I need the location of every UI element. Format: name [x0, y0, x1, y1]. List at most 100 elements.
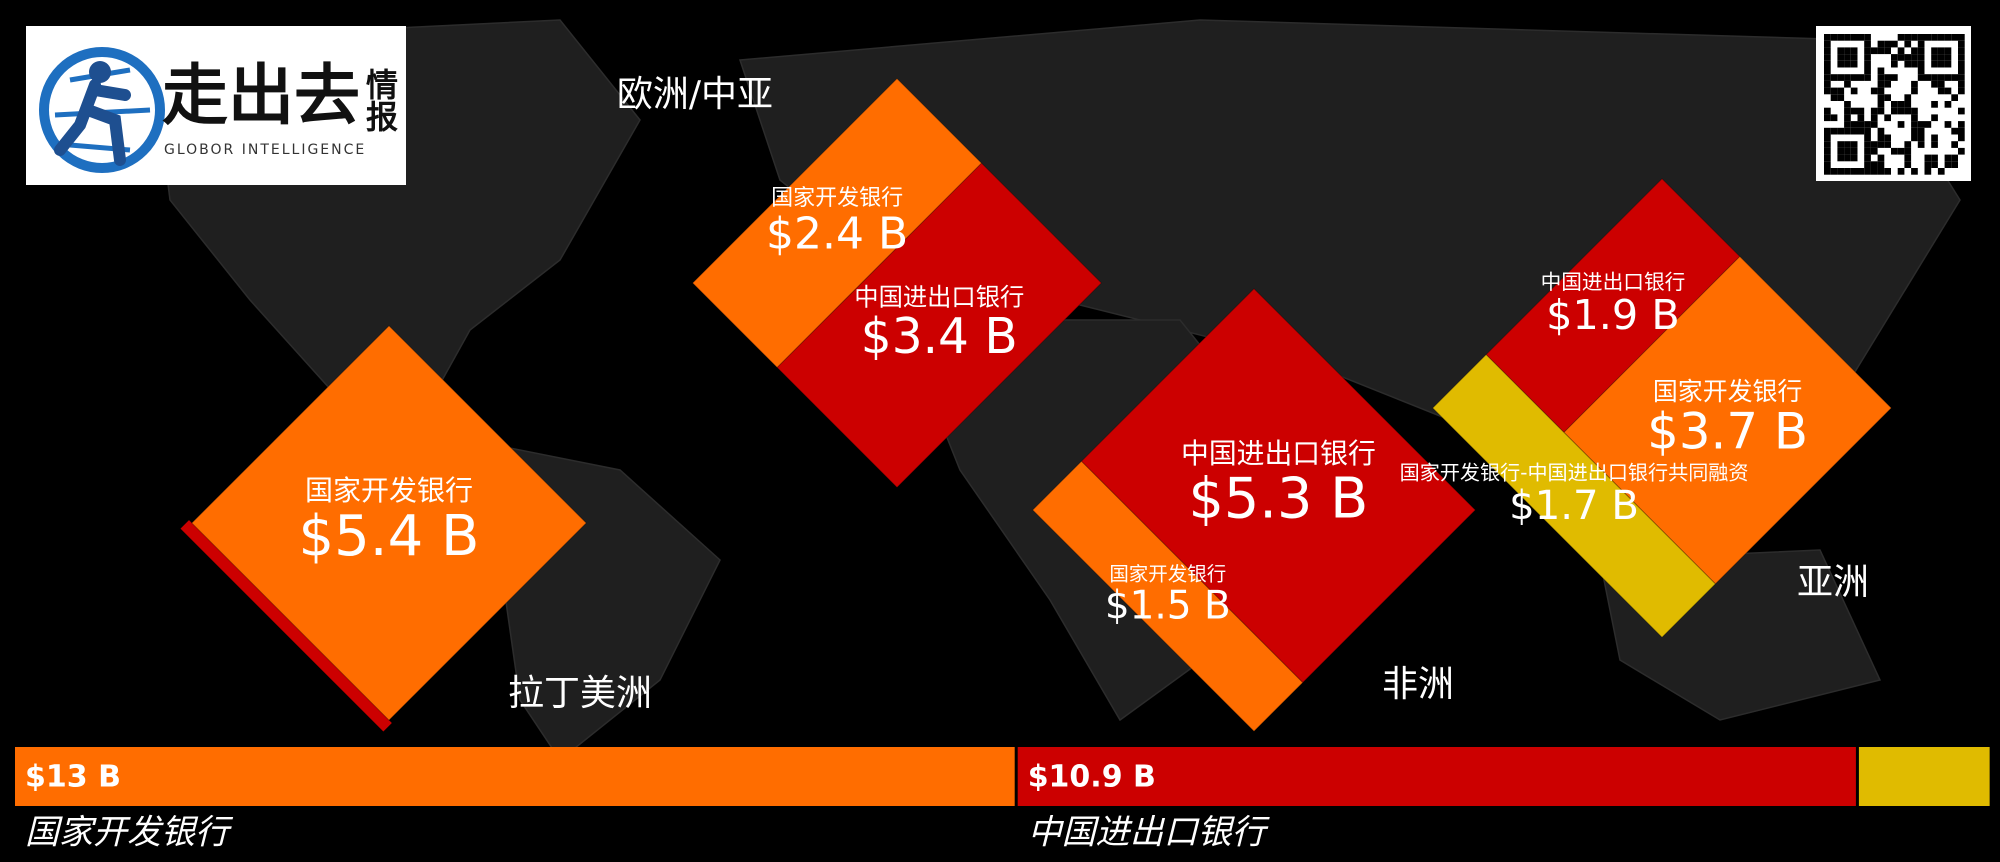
qr-cell [1917, 74, 1925, 81]
qr-cell [1864, 121, 1871, 128]
qr-cell [1884, 141, 1891, 148]
qr-cell [1864, 34, 1871, 41]
qr-cell [1837, 60, 1845, 68]
segment-value: $3.4 B [861, 309, 1018, 365]
qr-cell [1897, 47, 1905, 55]
qr-cell [1837, 87, 1845, 95]
qr-cell [1850, 74, 1858, 81]
qr-cell [1931, 47, 1938, 55]
qr-cell [1824, 74, 1831, 81]
qr-cell [1844, 80, 1851, 88]
diamond-segment [1563, 255, 1892, 585]
qr-cell [1844, 147, 1851, 155]
qr-cell [1864, 134, 1871, 142]
qr-cell [1924, 121, 1932, 128]
qr-cell [1917, 67, 1925, 75]
qr-cell [1891, 40, 1898, 48]
qr-cell [1824, 34, 1831, 41]
qr-cell [1844, 34, 1851, 41]
qr-cell [1844, 121, 1851, 128]
qr-cell [1824, 87, 1831, 95]
qr-cell [1931, 134, 1938, 142]
qr-cell [1944, 121, 1952, 128]
qr-cell [1824, 147, 1831, 155]
qr-cell [1931, 80, 1938, 88]
qr-cell [1911, 127, 1918, 135]
qr-cell [1937, 60, 1945, 68]
segment-name: 国家开发银行 [771, 186, 903, 211]
qr-cell [1951, 141, 1958, 148]
qr-cell [1830, 114, 1838, 122]
total-bar [1858, 747, 1990, 806]
qr-cell [1824, 161, 1831, 168]
diamond-segment [1080, 288, 1476, 684]
qr-cell [1897, 168, 1905, 175]
qr-cell [1891, 147, 1898, 155]
segment-name: 国家开发银行 [305, 474, 473, 507]
qr-cell [1877, 47, 1885, 55]
qr-cell [1870, 107, 1878, 115]
qr-cell [1824, 134, 1831, 142]
qr-cell [1931, 54, 1938, 61]
segment-value: $3.7 B [1647, 403, 1808, 461]
qr-cell [1911, 114, 1918, 122]
qr-cell [1951, 161, 1958, 168]
qr-cell [1904, 161, 1912, 168]
qr-cell [1937, 74, 1945, 81]
region-name: 非洲 [1382, 664, 1454, 705]
qr-cell [1891, 107, 1898, 115]
qr-cell [1958, 54, 1965, 61]
qr-cell [1937, 80, 1945, 88]
qr-cell [1904, 107, 1912, 115]
diamond-segment [776, 162, 1103, 489]
qr-cell [1958, 67, 1965, 75]
qr-cell [1944, 54, 1952, 61]
qr-cell [1844, 127, 1851, 135]
qr-cell [1844, 54, 1851, 61]
qr-cell [1958, 80, 1965, 88]
qr-cell [1824, 67, 1831, 75]
total-bar [15, 747, 1015, 806]
qr-cell [1917, 127, 1925, 135]
total-name: 国家开发银行 [25, 813, 234, 853]
qr-cell [1924, 74, 1932, 81]
segment-name: 国家开发银行 [1109, 562, 1226, 585]
qr-cell [1864, 67, 1871, 75]
qr-cell [1911, 134, 1918, 142]
qr-cell [1917, 134, 1925, 142]
qr-cell [1904, 34, 1912, 41]
segment-name: 中国进出口银行 [854, 283, 1024, 312]
qr-cell [1917, 34, 1925, 41]
segment-value: $1.9 B [1546, 291, 1680, 339]
qr-cell [1844, 154, 1851, 162]
qr-cell [1897, 54, 1905, 61]
qr-cell [1824, 54, 1831, 61]
qr-cell [1877, 74, 1885, 81]
qr-cell [1944, 87, 1952, 95]
qr-cell [1958, 34, 1965, 41]
qr-cell [1944, 60, 1952, 68]
logo: 走出去 情报 GLOBOR INTELLIGENCE [26, 26, 406, 185]
qr-cell [1924, 161, 1932, 168]
logo-tag: 情报 [361, 68, 399, 133]
qr-cell [1877, 127, 1885, 135]
qr-cell [1897, 101, 1905, 108]
qr-cell [1824, 40, 1831, 48]
logo-globe [39, 47, 165, 173]
qr-cell [1877, 40, 1885, 48]
qr-cell [1870, 114, 1878, 122]
qr-cell [1844, 114, 1851, 122]
qr-cell [1944, 154, 1952, 162]
qr-cell [1911, 54, 1918, 61]
qr-cell [1837, 47, 1845, 55]
qr-cell [1877, 94, 1885, 101]
qr-cell [1844, 74, 1851, 81]
qr-cell [1864, 60, 1871, 68]
qr-cell [1830, 168, 1838, 175]
qr-cell [1870, 168, 1878, 175]
qr-cell [1944, 34, 1952, 41]
qr-cell [1911, 47, 1918, 55]
qr-cell [1850, 87, 1858, 95]
qr-cell [1837, 34, 1845, 41]
